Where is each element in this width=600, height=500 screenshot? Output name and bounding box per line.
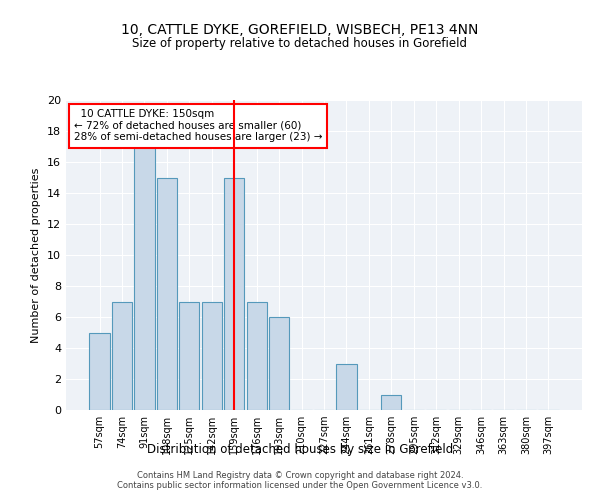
Y-axis label: Number of detached properties: Number of detached properties: [31, 168, 41, 342]
Bar: [89, 332, 110, 410]
Text: 10 CATTLE DYKE: 150sqm
← 72% of detached houses are smaller (60)
28% of semi-det: 10 CATTLE DYKE: 150sqm ← 72% of detached…: [74, 110, 322, 142]
Bar: [157, 178, 177, 410]
Bar: [269, 317, 289, 410]
Bar: [381, 394, 401, 410]
Bar: [112, 302, 132, 410]
Bar: [202, 302, 222, 410]
Text: Contains HM Land Registry data © Crown copyright and database right 2024.
Contai: Contains HM Land Registry data © Crown c…: [118, 470, 482, 490]
Text: Distribution of detached houses by size in Gorefield: Distribution of detached houses by size …: [147, 442, 453, 456]
Bar: [224, 178, 244, 410]
Bar: [337, 364, 356, 410]
Bar: [247, 302, 267, 410]
Bar: [134, 146, 155, 410]
Text: Size of property relative to detached houses in Gorefield: Size of property relative to detached ho…: [133, 38, 467, 51]
Bar: [179, 302, 199, 410]
Text: 10, CATTLE DYKE, GOREFIELD, WISBECH, PE13 4NN: 10, CATTLE DYKE, GOREFIELD, WISBECH, PE1…: [121, 22, 479, 36]
